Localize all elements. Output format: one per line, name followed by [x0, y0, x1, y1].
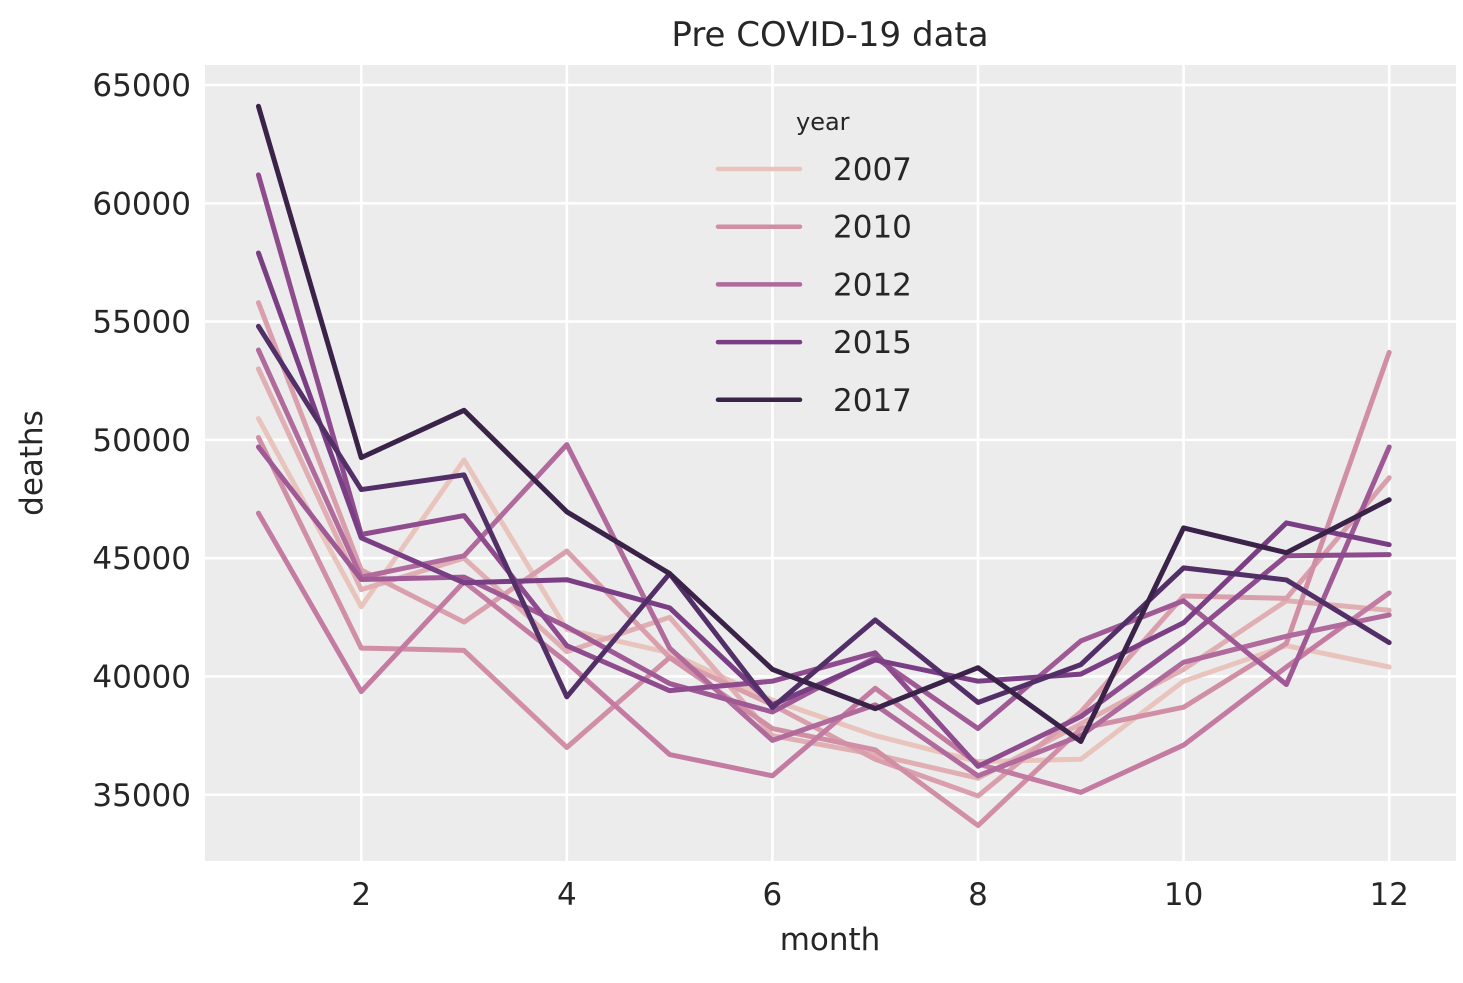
y-tick-label: 45000 — [92, 541, 191, 577]
y-tick-label: 35000 — [92, 778, 191, 814]
x-tick-label: 6 — [763, 877, 783, 913]
legend-label-2015: 2015 — [833, 325, 912, 361]
x-tick-label: 2 — [351, 877, 371, 913]
line-2016 — [255, 323, 1392, 710]
legend-label-2007: 2007 — [833, 152, 912, 188]
y-tick-label: 40000 — [92, 659, 191, 695]
line-2012 — [255, 347, 1392, 779]
legend-entries: 2007 2010 2012 2015 2017 — [715, 152, 912, 419]
x-tick-label: 12 — [1369, 877, 1408, 913]
legend-title: year — [796, 108, 850, 136]
y-tick-label: 60000 — [92, 186, 191, 222]
y-tick-label: 50000 — [92, 423, 191, 459]
line-2010 — [255, 349, 1392, 829]
legend-label-2012: 2012 — [833, 267, 912, 303]
series-lines — [255, 103, 1392, 829]
legend-label-2010: 2010 — [833, 210, 912, 246]
legend-label-2017: 2017 — [833, 383, 912, 419]
y-axis-label: deaths — [14, 410, 50, 516]
x-axis-label: month — [780, 922, 881, 958]
x-tick-label: 10 — [1164, 877, 1203, 913]
line-2015 — [255, 250, 1392, 708]
y-tick-label: 65000 — [92, 68, 191, 104]
line-2007 — [255, 416, 1392, 765]
legend: year 2007 2010 2012 2015 2017 — [715, 108, 912, 419]
chart-title: Pre COVID-19 data — [671, 15, 988, 55]
x-tick-label: 8 — [968, 877, 988, 913]
y-tick-label: 55000 — [92, 305, 191, 341]
line-2014 — [255, 172, 1392, 769]
line-2011 — [255, 510, 1392, 795]
y-tick-labels: 65000 60000 55000 50000 45000 40000 35000 — [92, 68, 191, 814]
line-2017 — [255, 103, 1392, 745]
x-tick-labels: 2 4 6 8 10 12 — [351, 877, 1409, 913]
x-tick-label: 4 — [557, 877, 577, 913]
